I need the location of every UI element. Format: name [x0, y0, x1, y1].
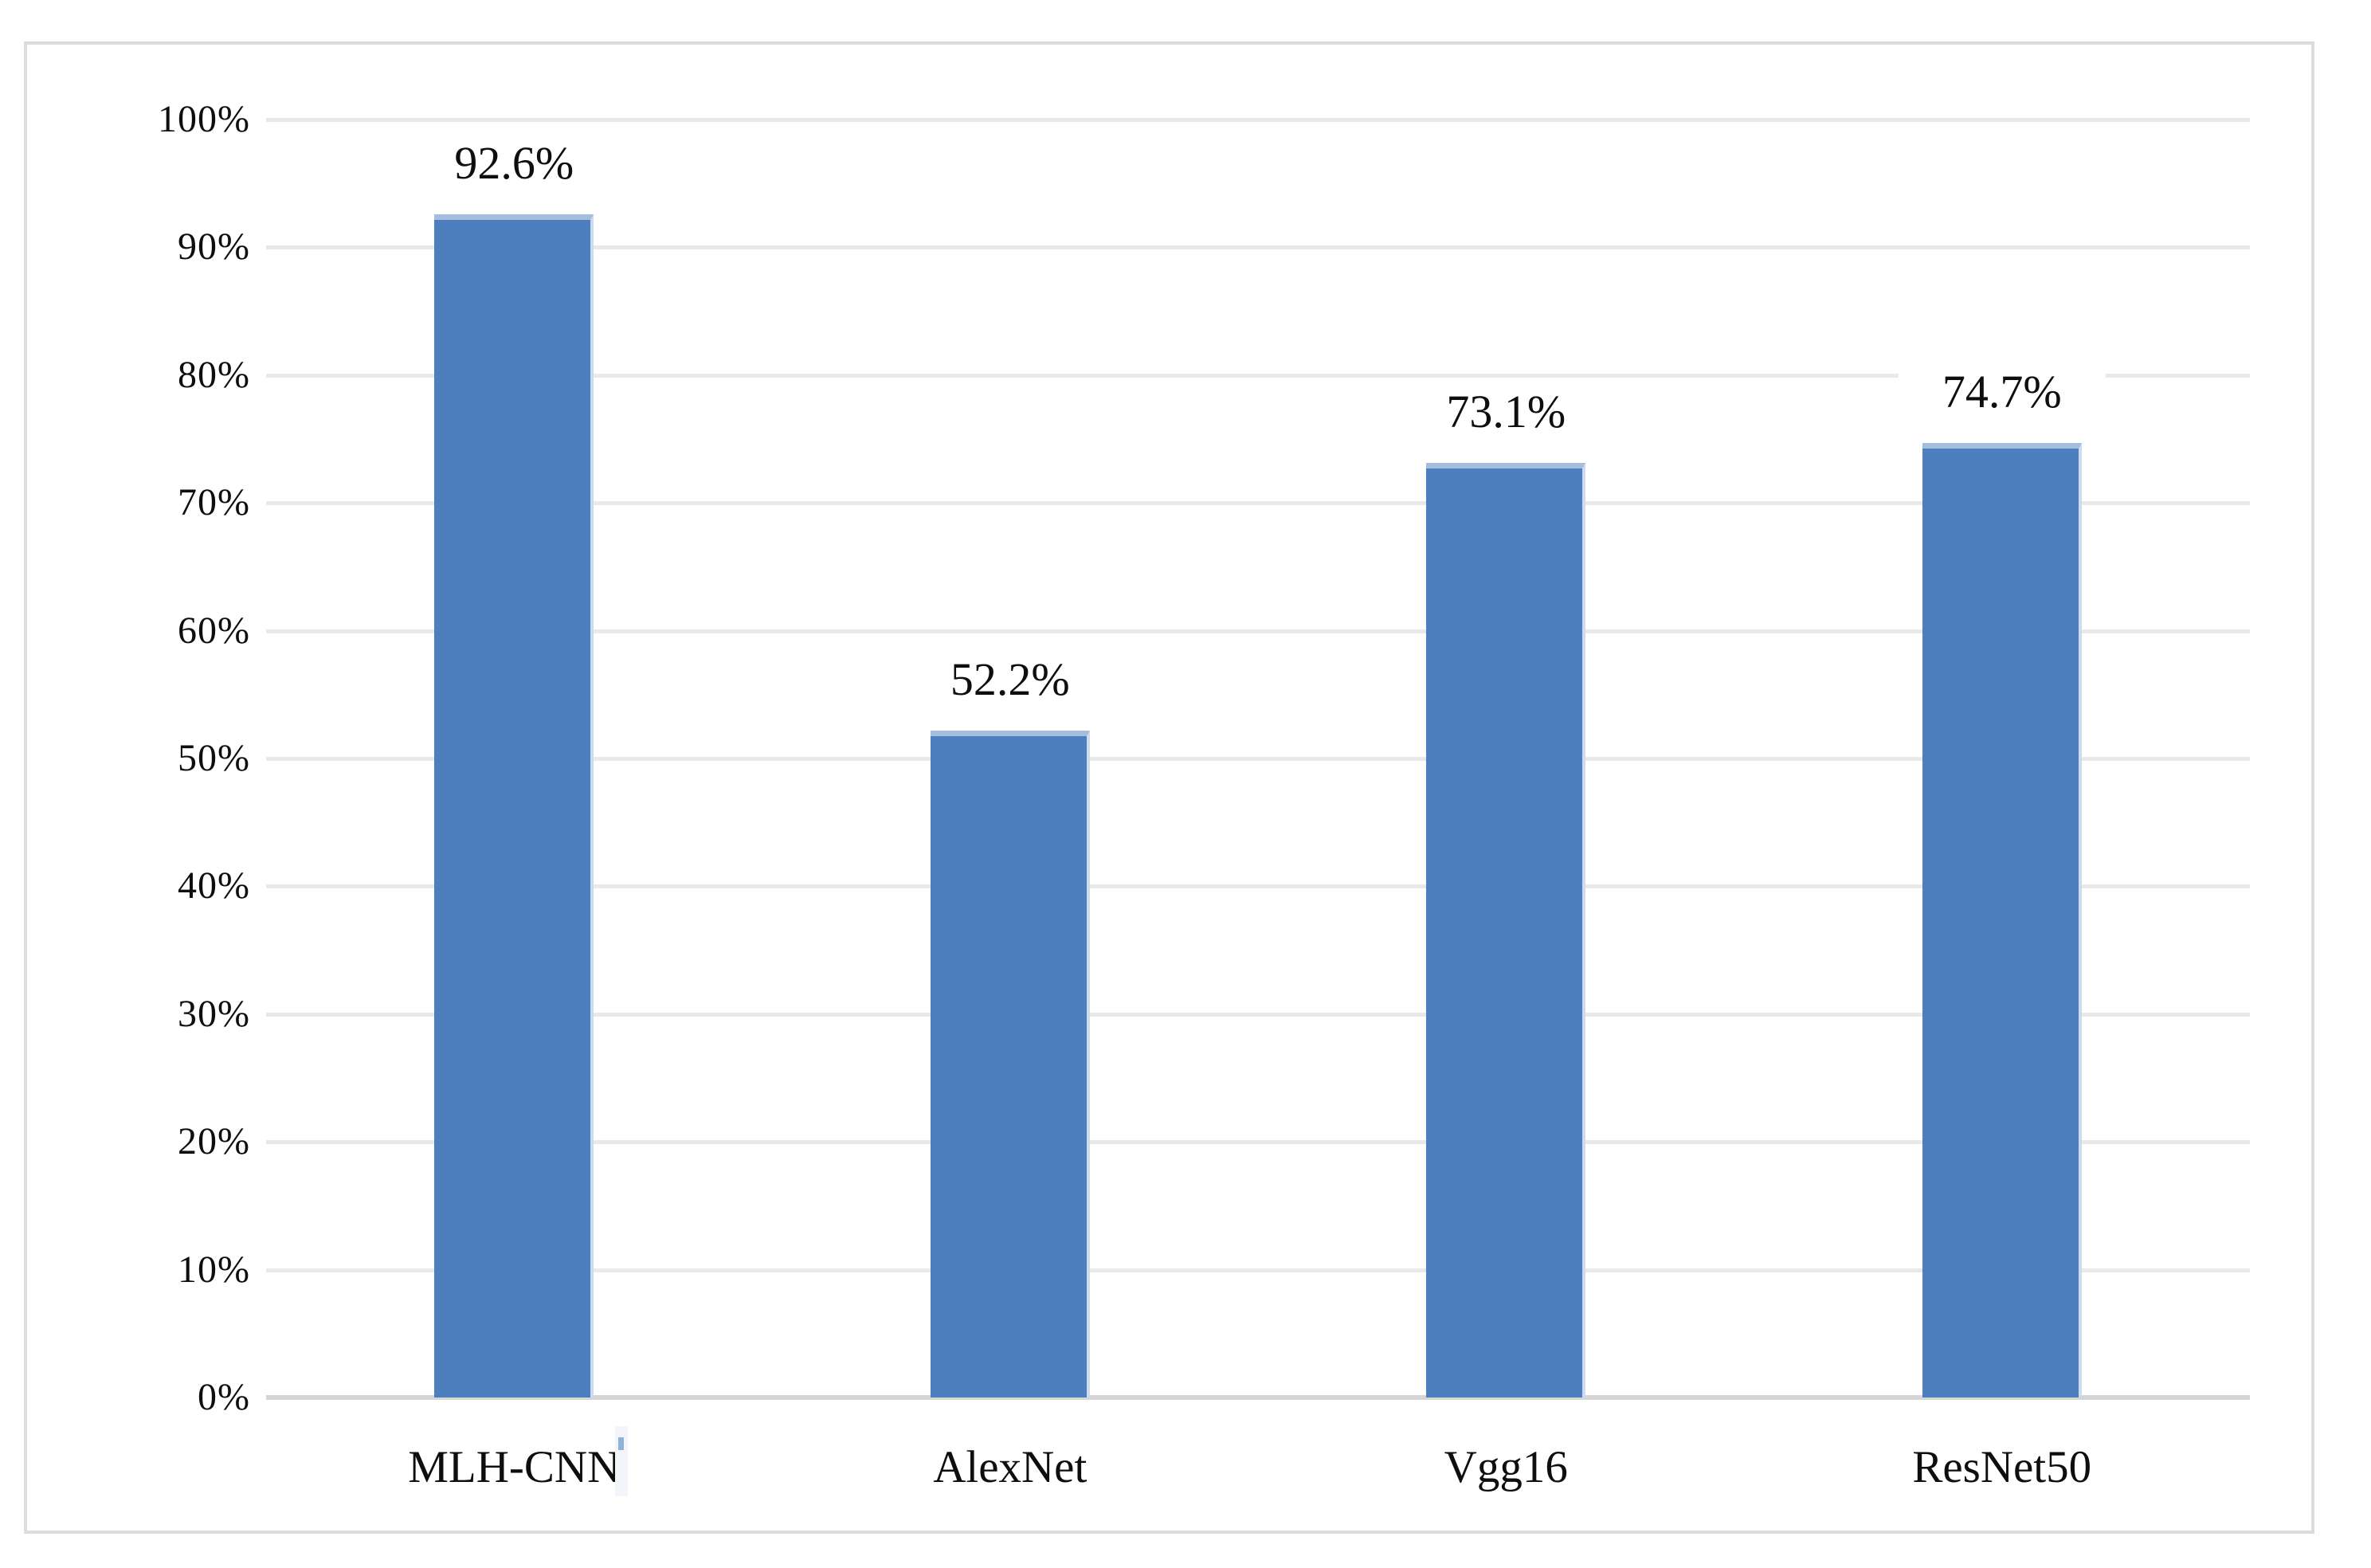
value-label: 73.1% — [1402, 381, 1610, 444]
gridline — [266, 245, 2250, 250]
value-label: 92.6% — [410, 131, 618, 194]
gridline — [266, 501, 2250, 506]
x-category-label: ResNet50 — [1912, 1442, 2092, 1492]
y-tick-label: 20% — [178, 1120, 250, 1163]
y-tick-label: 40% — [178, 864, 250, 907]
bar — [434, 214, 594, 1397]
gridline — [266, 629, 2250, 633]
x-axis-line — [266, 1395, 2250, 1400]
bar — [1426, 463, 1586, 1397]
x-category-label: Vgg16 — [1444, 1442, 1568, 1492]
stray-dash-artifact — [618, 1437, 624, 1450]
value-label: 52.2% — [906, 648, 1114, 711]
y-tick-label: 10% — [178, 1248, 250, 1291]
plot-area: 0% 10% 20% 30% 40% 50% 60% 70% 80% 90% 100% 92.6% ML… — [27, 45, 2311, 1531]
y-tick-label: 80% — [178, 353, 250, 396]
gridline — [266, 373, 2250, 378]
gridline — [266, 118, 2250, 122]
gridline — [266, 1268, 2250, 1272]
gridline — [266, 884, 2250, 889]
chart-frame: 0% 10% 20% 30% 40% 50% 60% 70% 80% 90% 100% 92.6% ML… — [24, 41, 2314, 1534]
value-label: 74.7% — [1898, 360, 2106, 423]
y-tick-label: 30% — [178, 992, 250, 1035]
gridline — [266, 757, 2250, 761]
x-category-label: MLH-CNN — [408, 1442, 621, 1492]
gridline — [266, 1012, 2250, 1017]
gridline — [266, 1140, 2250, 1145]
y-tick-label: 70% — [178, 481, 250, 524]
x-category-label: AlexNet — [933, 1442, 1088, 1492]
y-tick-label: 100% — [158, 98, 250, 140]
bar — [930, 730, 1090, 1397]
y-tick-label: 90% — [178, 225, 250, 269]
y-tick-label: 50% — [178, 737, 250, 779]
bar — [1922, 442, 2082, 1397]
y-tick-label: 60% — [178, 609, 250, 652]
y-tick-label: 0% — [198, 1376, 250, 1418]
